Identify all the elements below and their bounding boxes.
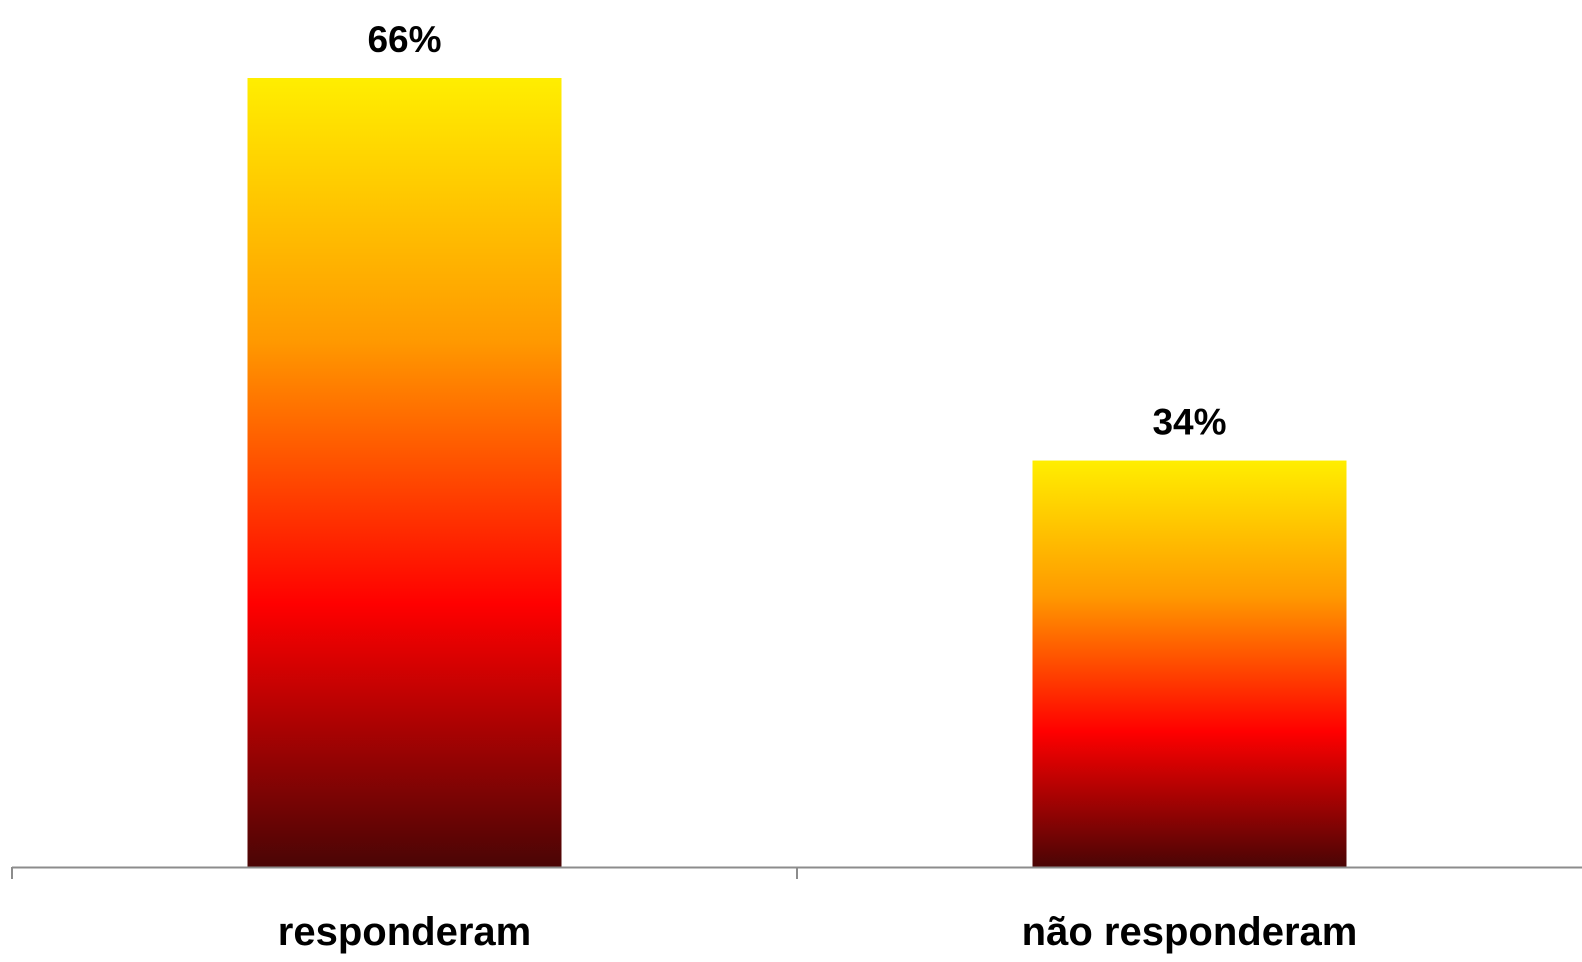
x-axis	[11, 866, 1582, 879]
bar-1	[247, 78, 562, 867]
bars-layer	[247, 78, 1347, 867]
x-tick-label-2: não responderam	[1022, 910, 1358, 954]
x-tick-label-1: responderam	[278, 910, 531, 954]
bar-2	[1032, 460, 1347, 867]
labels-layer: 66% responderam 34% não responderam	[278, 19, 1358, 954]
data-label-2: 34%	[1152, 402, 1226, 443]
data-label-1: 66%	[367, 19, 441, 60]
